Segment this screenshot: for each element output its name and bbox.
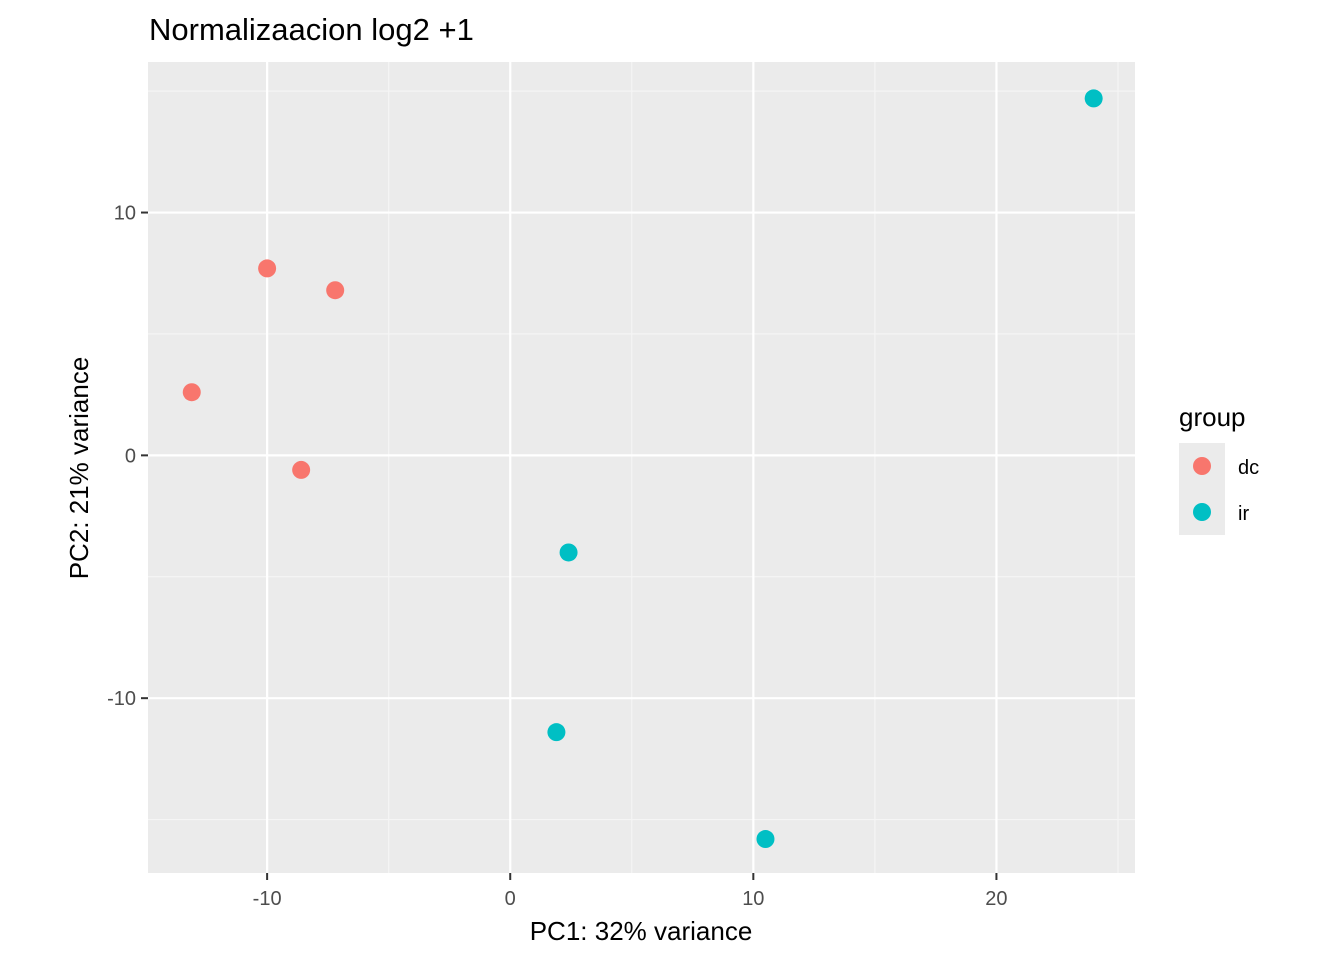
point-dc [292, 460, 311, 479]
point-dc [182, 383, 201, 402]
legend-keys: dc ir [1179, 443, 1259, 535]
point-dc [326, 281, 345, 300]
point-ir [559, 543, 578, 562]
y-axis-title: PC2: 21% variance [64, 357, 94, 580]
plot-panel [148, 62, 1135, 873]
data-points [182, 89, 1103, 849]
y-tick-label: 10 [114, 203, 136, 225]
chart-title: Normalizaacion log2 +1 [149, 12, 474, 47]
x-tick-label: 10 [742, 888, 764, 910]
legend-title: group [1179, 402, 1246, 432]
legend-swatch-dc [1193, 457, 1211, 475]
legend-label-ir: ir [1238, 503, 1249, 525]
point-dc [258, 259, 277, 278]
point-ir [756, 830, 775, 849]
legend: group dc ir [1179, 402, 1259, 535]
x-tick-label: 0 [505, 888, 516, 910]
axis-ticks: -10 0 10 20 -10 0 10 [107, 203, 1007, 910]
legend-label-dc: dc [1238, 457, 1259, 479]
x-axis-title: PC1: 32% variance [530, 916, 753, 946]
legend-swatch-ir [1193, 503, 1211, 521]
y-tick-label: 0 [125, 445, 136, 467]
y-tick-label: -10 [107, 688, 136, 710]
x-tick-label: 20 [985, 888, 1007, 910]
x-tick-label: -10 [253, 888, 282, 910]
point-ir [547, 723, 566, 742]
point-ir [1084, 89, 1103, 108]
major-gridlines [148, 62, 1135, 873]
minor-gridlines [148, 62, 1135, 873]
